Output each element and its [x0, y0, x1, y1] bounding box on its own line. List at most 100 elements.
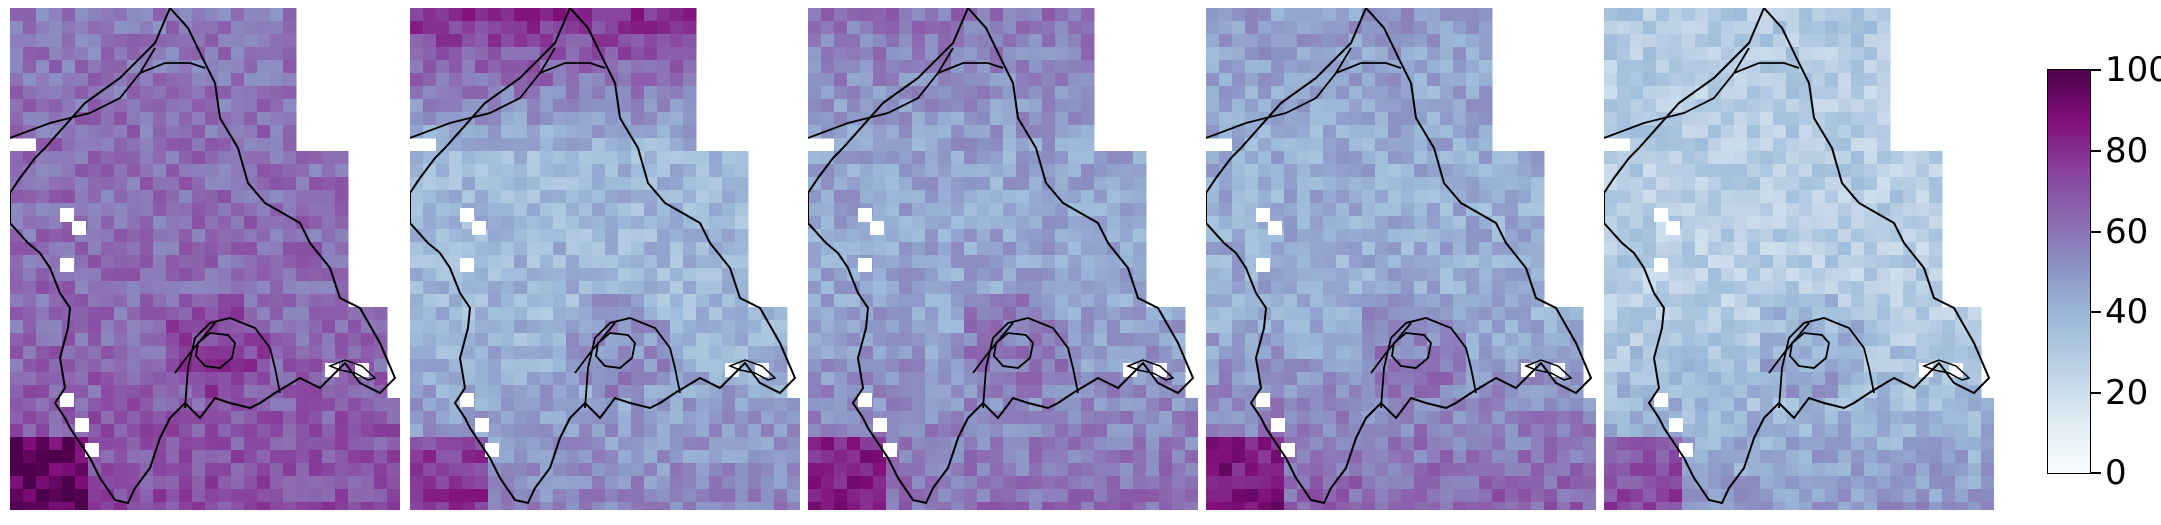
raster-cell — [579, 125, 593, 139]
raster-cell — [436, 34, 450, 48]
raster-cell — [579, 47, 593, 61]
raster-cell — [501, 398, 515, 412]
raster-cell — [1362, 281, 1376, 295]
raster-cell — [925, 450, 939, 464]
raster-cell — [709, 463, 723, 477]
raster-cell — [75, 255, 89, 269]
raster-cell — [540, 411, 554, 425]
raster-cell — [127, 86, 141, 100]
raster-cell — [1656, 86, 1670, 100]
raster-cell — [1825, 216, 1839, 230]
raster-cell — [514, 255, 528, 269]
raster-cell — [1453, 190, 1467, 204]
raster-cell — [335, 437, 349, 451]
raster-cell — [514, 190, 528, 204]
raster-cell — [192, 8, 206, 22]
raster-cell — [1695, 60, 1709, 74]
raster-cell — [75, 320, 89, 334]
raster-cell — [1453, 307, 1467, 321]
raster-cell — [1466, 164, 1480, 178]
raster-cell — [514, 294, 528, 308]
raster-cell — [886, 60, 900, 74]
raster-cell — [722, 333, 736, 347]
raster-cell — [553, 99, 567, 113]
raster-cell — [1323, 164, 1337, 178]
raster-cell — [735, 398, 749, 412]
raster-cell — [977, 346, 991, 360]
raster-cell — [873, 177, 887, 191]
raster-cell — [748, 489, 762, 503]
raster-cell — [1825, 281, 1839, 295]
raster-cell — [1258, 411, 1272, 425]
raster-cell — [1812, 229, 1826, 243]
raster-cell — [166, 333, 180, 347]
raster-cell — [49, 372, 63, 386]
raster-cell — [1799, 411, 1813, 425]
raster-cell — [1851, 138, 1865, 152]
raster-cell — [644, 359, 658, 373]
raster-cell — [1518, 151, 1532, 165]
raster-cell — [1570, 424, 1584, 438]
raster-cell — [1245, 86, 1259, 100]
raster-cell — [1453, 177, 1467, 191]
raster-cell — [1016, 164, 1030, 178]
raster-cell — [912, 216, 926, 230]
raster-cell — [514, 86, 528, 100]
raster-cell — [410, 385, 424, 399]
raster-cell — [821, 463, 835, 477]
raster-cell — [1414, 21, 1428, 35]
raster-cell — [1232, 73, 1246, 87]
raster-cell — [1349, 320, 1363, 334]
raster-cell — [283, 151, 297, 165]
raster-cell — [1669, 164, 1683, 178]
raster-cell — [322, 177, 336, 191]
raster-cell — [1630, 203, 1644, 217]
raster-cell — [553, 450, 567, 464]
raster-cell — [1916, 385, 1930, 399]
raster-cell — [912, 333, 926, 347]
raster-cell — [1133, 398, 1147, 412]
raster-cell — [722, 294, 736, 308]
raster-cell — [964, 294, 978, 308]
raster-cell — [49, 177, 63, 191]
raster-cell — [1219, 450, 1233, 464]
raster-cell — [1232, 190, 1246, 204]
raster-cell — [257, 151, 271, 165]
raster-cell — [938, 86, 952, 100]
raster-cell — [873, 86, 887, 100]
raster-cell — [1812, 268, 1826, 282]
raster-cell — [977, 450, 991, 464]
raster-cell — [1414, 411, 1428, 425]
raster-cell — [436, 320, 450, 334]
raster-cell — [1284, 47, 1298, 61]
raster-cell — [423, 242, 437, 256]
raster-cell — [592, 294, 606, 308]
raster-cell — [1206, 255, 1220, 269]
raster-cell — [540, 450, 554, 464]
raster-cell — [540, 255, 554, 269]
raster-cell — [1055, 463, 1069, 477]
raster-cell — [1232, 229, 1246, 243]
raster-cell — [683, 307, 697, 321]
raster-cell — [1401, 359, 1415, 373]
raster-cell — [1042, 502, 1056, 510]
raster-cell — [166, 125, 180, 139]
raster-cell — [244, 99, 258, 113]
raster-cell — [735, 294, 749, 308]
raster-cell — [1630, 268, 1644, 282]
raster-cell — [1232, 281, 1246, 295]
raster-cell — [218, 320, 232, 334]
raster-cell — [1284, 281, 1298, 295]
raster-cell — [75, 47, 89, 61]
raster-cell — [977, 424, 991, 438]
raster-cell — [566, 73, 580, 87]
raster-cell — [1375, 320, 1389, 334]
raster-cell — [696, 385, 710, 399]
raster-cell — [1029, 112, 1043, 126]
raster-cell — [423, 294, 437, 308]
raster-cell — [88, 164, 102, 178]
raster-cell — [270, 346, 284, 360]
raster-cell — [1916, 333, 1930, 347]
raster-cell — [1029, 34, 1043, 48]
raster-cell — [1271, 190, 1285, 204]
